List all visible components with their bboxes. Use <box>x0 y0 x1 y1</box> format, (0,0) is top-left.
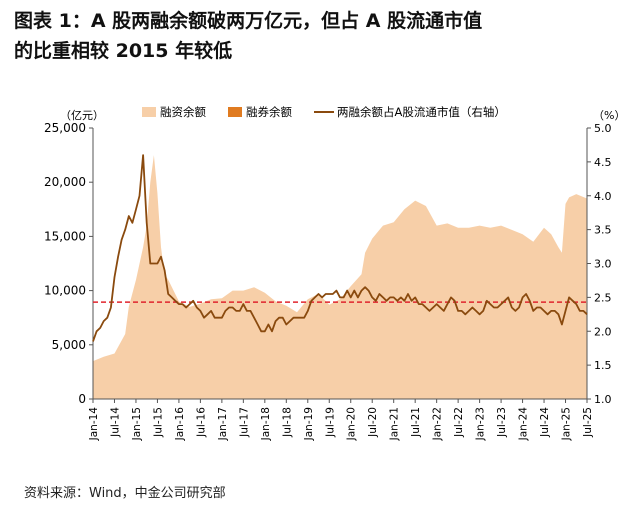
x-tick-label: Jul-23 <box>496 407 508 438</box>
x-tick-label: Jan-21 <box>389 407 401 441</box>
x-tick-label: Jul-15 <box>152 407 164 438</box>
x-tick-label: Jul-16 <box>195 407 207 438</box>
left-tick-label: 20,000 <box>44 175 86 189</box>
title-line-2: 的比重相较 2015 年较低 <box>14 40 233 62</box>
x-tick-label: Jul-22 <box>453 407 465 438</box>
legend-swatch-financing <box>142 107 156 117</box>
left-tick-label: 15,000 <box>44 229 86 243</box>
x-tick-label: Jan-24 <box>518 407 530 442</box>
right-tick-label: 1.0 <box>594 393 612 406</box>
right-tick-label: 2.5 <box>594 291 612 304</box>
x-tick-label: Jul-17 <box>238 407 250 438</box>
left-tick-label: 5,000 <box>52 338 86 352</box>
right-axis-unit: （%） <box>593 109 625 122</box>
x-tick-label: Jul-20 <box>367 407 379 438</box>
x-tick-label: Jul-25 <box>582 407 594 438</box>
x-tick-label: Jan-14 <box>88 407 100 442</box>
right-tick-label: 3.5 <box>594 224 612 237</box>
chart-title: 图表 1：A 股两融余额破两万亿元，但占 A 股流通市值 的比重相较 2015 … <box>14 6 614 66</box>
financing-balance-area <box>93 155 587 399</box>
right-tick-label: 5.0 <box>594 122 612 135</box>
legend-label-short: 融券余额 <box>246 105 292 119</box>
left-axis-unit: （亿元） <box>60 109 104 122</box>
x-tick-label: Jan-16 <box>174 407 186 442</box>
right-tick-label: 3.0 <box>594 258 612 271</box>
legend-label-financing: 融资余额 <box>160 105 206 119</box>
right-tick-label: 1.5 <box>594 359 612 372</box>
x-tick-label: Jul-14 <box>109 407 121 438</box>
x-tick-label: Jul-19 <box>324 407 336 438</box>
legend-label-ratio: 两融余额占A股流通市值（右轴） <box>337 105 506 119</box>
x-tick-label: Jan-20 <box>346 407 358 441</box>
x-tick-label: Jan-23 <box>475 407 487 441</box>
ratio-line <box>92 154 588 342</box>
x-tick-label: Jul-18 <box>281 407 293 438</box>
x-tick-label: Jan-18 <box>260 407 272 441</box>
x-tick-label: Jan-22 <box>432 407 444 441</box>
legend-swatch-short <box>228 107 242 117</box>
right-tick-label: 2.0 <box>594 325 612 338</box>
left-tick-label: 0 <box>78 392 86 406</box>
right-tick-label: 4.0 <box>594 190 612 203</box>
source-note: 资料来源：Wind，中金公司研究部 <box>24 486 226 501</box>
x-tick-label: Jan-17 <box>217 407 229 441</box>
x-tick-label: Jan-15 <box>131 407 143 441</box>
title-line-1: 图表 1：A 股两融余额破两万亿元，但占 A 股流通市值 <box>14 10 483 32</box>
chart-area: 0 5,000 10,000 15,000 20,000 25,000 1.0 1.5 2.0 2… <box>44 105 625 442</box>
right-tick-label: 4.5 <box>594 156 612 169</box>
x-tick-label: Jul-21 <box>410 407 422 438</box>
left-tick-label: 10,000 <box>44 284 86 298</box>
x-tick-label: Jan-19 <box>303 407 315 441</box>
x-tick-label: Jul-24 <box>539 407 551 438</box>
left-tick-label: 25,000 <box>44 121 86 135</box>
x-tick-label: Jan-25 <box>561 407 573 441</box>
